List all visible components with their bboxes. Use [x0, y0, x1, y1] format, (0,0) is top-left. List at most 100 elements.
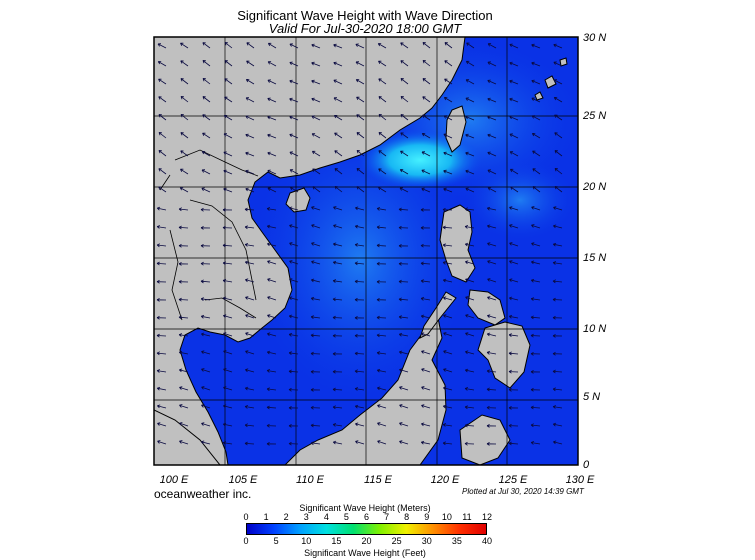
wave-direction-arrow [377, 386, 387, 391]
wave-direction-arrow [553, 440, 563, 445]
wave-direction-arrow [288, 405, 299, 410]
wave-direction-arrow [400, 78, 409, 85]
wave-direction-arrow [222, 261, 233, 266]
wave-direction-arrow [224, 78, 233, 85]
wave-direction-arrow [266, 369, 277, 373]
wave-direction-arrow [245, 368, 255, 373]
plotted-timestamp: Plotted at Jul 30, 2020 14:39 GMT [462, 487, 584, 496]
wave-direction-arrow [157, 61, 167, 67]
wave-direction-arrow [178, 315, 189, 320]
map-title: Significant Wave Height with Wave Direct… [237, 8, 493, 23]
wave-direction-arrow [354, 279, 365, 284]
wave-direction-arrow [267, 115, 277, 121]
colorbar-tick: 11 [462, 512, 472, 522]
wave-direction-arrow [552, 279, 563, 284]
wave-direction-arrow [288, 332, 299, 337]
wave-direction-arrow [400, 96, 409, 103]
wave-direction-arrow [531, 61, 541, 67]
wave-direction-arrow [465, 151, 475, 157]
wave-direction-arrow [532, 168, 541, 175]
wave-direction-arrow [311, 61, 321, 67]
wave-direction-arrow [465, 350, 475, 355]
wave-direction-arrow [157, 422, 167, 427]
wave-direction-arrow [398, 297, 409, 302]
wave-direction-arrow [267, 260, 277, 265]
wave-direction-arrow [179, 440, 189, 445]
land-masses [154, 37, 568, 465]
wave-direction-arrow [509, 242, 519, 247]
wave-direction-arrow [376, 333, 387, 338]
lat-label-30n: 30 N [583, 32, 607, 44]
wave-direction-arrow [178, 207, 189, 212]
wave-direction-arrow [245, 332, 255, 337]
wave-direction-arrow [487, 260, 497, 265]
wave-direction-arrow [245, 79, 255, 85]
lon-label-105e: 105 E [228, 474, 258, 486]
wave-direction-arrow [333, 43, 343, 49]
wave-direction-arrow [356, 132, 365, 139]
wave-direction-arrow [508, 405, 519, 410]
wave-direction-arrow [158, 96, 167, 103]
wave-direction-arrow [421, 368, 431, 373]
wave-direction-arrow [158, 78, 167, 85]
lat-label-25n: 25 N [583, 110, 607, 122]
colorbar-tick: 5 [343, 512, 349, 522]
wave-direction-arrow [378, 168, 387, 175]
wave-direction-arrow [421, 187, 431, 193]
wave-direction-arrow [244, 386, 255, 391]
wave-direction-arrow [443, 187, 453, 193]
wave-direction-arrow [332, 315, 343, 320]
wave-direction-arrow [311, 150, 321, 157]
wave-direction-arrow [400, 132, 409, 139]
wave-direction-arrow [464, 387, 475, 391]
wave-direction-arrow [288, 314, 299, 319]
wave-direction-arrow [312, 168, 321, 175]
wave-direction-arrow [509, 61, 519, 67]
lon-label-125e: 125 E [498, 474, 528, 486]
wave-direction-arrow [178, 297, 189, 302]
map-frame [153, 36, 579, 466]
wave-direction-arrow [398, 315, 409, 320]
wave-direction-arrow [245, 97, 255, 103]
wave-direction-arrow [289, 79, 299, 85]
wave-direction-arrow [289, 169, 299, 175]
wave-direction-arrow [465, 60, 475, 67]
lat-label-5n: 5 N [583, 391, 601, 403]
lat-lon-grid [154, 37, 578, 465]
wave-direction-arrow [530, 278, 541, 283]
wave-direction-arrow [289, 43, 299, 49]
wave-direction-arrow [333, 97, 343, 103]
wave-direction-arrow [444, 78, 453, 85]
wave-direction-arrow [223, 368, 233, 373]
colorbar-tick: 5 [273, 536, 279, 546]
wave-direction-arrow [377, 404, 387, 409]
colorbar-tick: 12 [481, 512, 493, 522]
wave-direction-arrow [202, 78, 211, 85]
wave-direction-arrow [290, 186, 299, 193]
wave-direction-arrow [178, 261, 189, 266]
wave-direction-arrow [245, 187, 255, 193]
wave-direction-arrow [554, 114, 563, 121]
wave-direction-arrow [509, 43, 519, 49]
wave-direction-arrow [201, 386, 211, 391]
wave-direction-arrow [267, 296, 277, 301]
wave-direction-arrow [266, 387, 277, 392]
wave-direction-arrow [399, 386, 409, 391]
wave-direction-arrow [554, 168, 563, 175]
wave-direction-arrow [178, 279, 189, 284]
wave-direction-arrow [156, 315, 167, 320]
land-sumatra [154, 409, 221, 465]
wave-direction-arrow [355, 206, 365, 211]
wave-direction-arrow [311, 224, 321, 229]
wave-direction-arrow [443, 133, 453, 139]
wave-direction-arrow [553, 79, 563, 85]
colorbar-title-meters: Significant Wave Height (Meters) [299, 503, 431, 513]
wave-direction-arrow [223, 151, 233, 157]
wave-direction-arrow [553, 61, 563, 67]
wave-direction-arrow [509, 260, 519, 265]
wave-direction-arrow [333, 115, 343, 121]
wave-direction-arrow [530, 351, 541, 356]
wave-direction-arrow [530, 387, 541, 392]
wave-direction-arrow [332, 351, 343, 356]
wave-direction-arrow [466, 42, 475, 49]
